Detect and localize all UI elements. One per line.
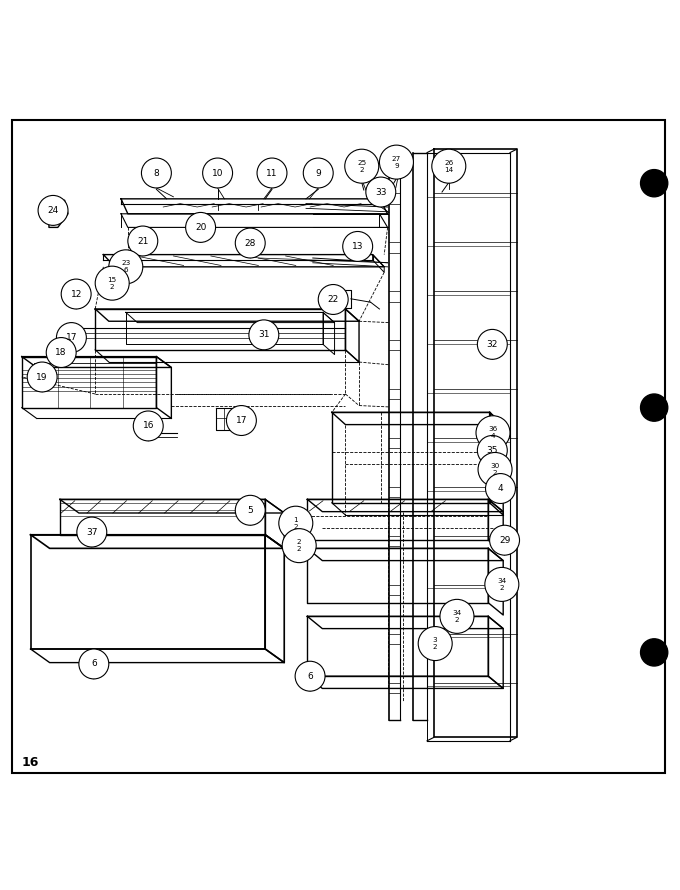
Circle shape: [56, 322, 86, 352]
Text: 19: 19: [37, 373, 48, 382]
Circle shape: [226, 406, 256, 435]
Text: 10: 10: [212, 168, 223, 177]
Circle shape: [109, 250, 143, 284]
Text: 16: 16: [22, 756, 39, 769]
Circle shape: [478, 452, 512, 487]
Text: 17: 17: [66, 333, 77, 342]
Circle shape: [343, 231, 373, 262]
Circle shape: [641, 170, 668, 197]
Circle shape: [249, 320, 279, 350]
Circle shape: [61, 279, 91, 309]
Circle shape: [486, 473, 515, 504]
Text: 33: 33: [375, 188, 386, 197]
Circle shape: [477, 329, 507, 360]
Text: 22: 22: [328, 295, 339, 304]
Text: 15
2: 15 2: [107, 277, 117, 289]
Text: 29: 29: [499, 536, 510, 545]
Text: 34
2: 34 2: [497, 578, 507, 591]
Text: 23
6: 23 6: [121, 261, 131, 273]
Text: 32: 32: [487, 340, 498, 349]
Text: 5: 5: [248, 506, 253, 514]
Circle shape: [303, 158, 333, 188]
Text: 21: 21: [137, 237, 148, 246]
Circle shape: [27, 362, 57, 392]
Circle shape: [235, 228, 265, 258]
Text: 12: 12: [71, 289, 82, 298]
Text: 26
14: 26 14: [444, 159, 454, 173]
Text: 4: 4: [498, 484, 503, 493]
Circle shape: [257, 158, 287, 188]
Circle shape: [485, 568, 519, 602]
Circle shape: [128, 226, 158, 256]
Circle shape: [203, 158, 233, 188]
Circle shape: [38, 196, 68, 225]
Text: 36
4: 36 4: [488, 426, 498, 440]
Text: 8: 8: [154, 168, 159, 177]
Text: 3
2: 3 2: [433, 637, 437, 650]
Circle shape: [46, 337, 76, 368]
Circle shape: [235, 496, 265, 525]
Circle shape: [476, 416, 510, 449]
Circle shape: [133, 411, 163, 441]
Text: 16: 16: [143, 422, 154, 431]
Text: 17: 17: [236, 416, 247, 425]
Circle shape: [641, 394, 668, 421]
Circle shape: [95, 266, 129, 300]
Circle shape: [282, 529, 316, 562]
Text: 28: 28: [245, 239, 256, 247]
Text: 24: 24: [48, 206, 58, 214]
Text: 34
2: 34 2: [452, 610, 462, 623]
Circle shape: [186, 213, 216, 242]
Circle shape: [379, 145, 413, 179]
Circle shape: [79, 649, 109, 679]
Text: 27
9: 27 9: [392, 156, 401, 168]
Text: 13: 13: [352, 242, 363, 251]
Text: 1
2: 1 2: [294, 517, 298, 530]
Circle shape: [641, 639, 668, 666]
Circle shape: [295, 661, 325, 692]
Text: 25
2: 25 2: [357, 159, 367, 173]
Text: 20: 20: [195, 222, 206, 232]
Text: 9: 9: [316, 168, 321, 177]
Circle shape: [141, 158, 171, 188]
Text: 11: 11: [267, 168, 277, 177]
Text: 31: 31: [258, 330, 269, 339]
Circle shape: [279, 506, 313, 540]
Circle shape: [432, 150, 466, 183]
Text: 35: 35: [487, 446, 498, 455]
Circle shape: [440, 599, 474, 634]
Text: 6: 6: [91, 659, 97, 668]
Circle shape: [490, 525, 520, 555]
Text: 37: 37: [86, 528, 97, 537]
Text: 6: 6: [307, 672, 313, 681]
Circle shape: [318, 285, 348, 314]
Text: 30
2: 30 2: [490, 463, 500, 476]
Circle shape: [418, 627, 452, 660]
Circle shape: [77, 517, 107, 547]
Text: 18: 18: [56, 348, 67, 357]
Circle shape: [366, 177, 396, 207]
Text: 2
2: 2 2: [297, 539, 301, 552]
Circle shape: [345, 150, 379, 183]
Circle shape: [477, 435, 507, 465]
